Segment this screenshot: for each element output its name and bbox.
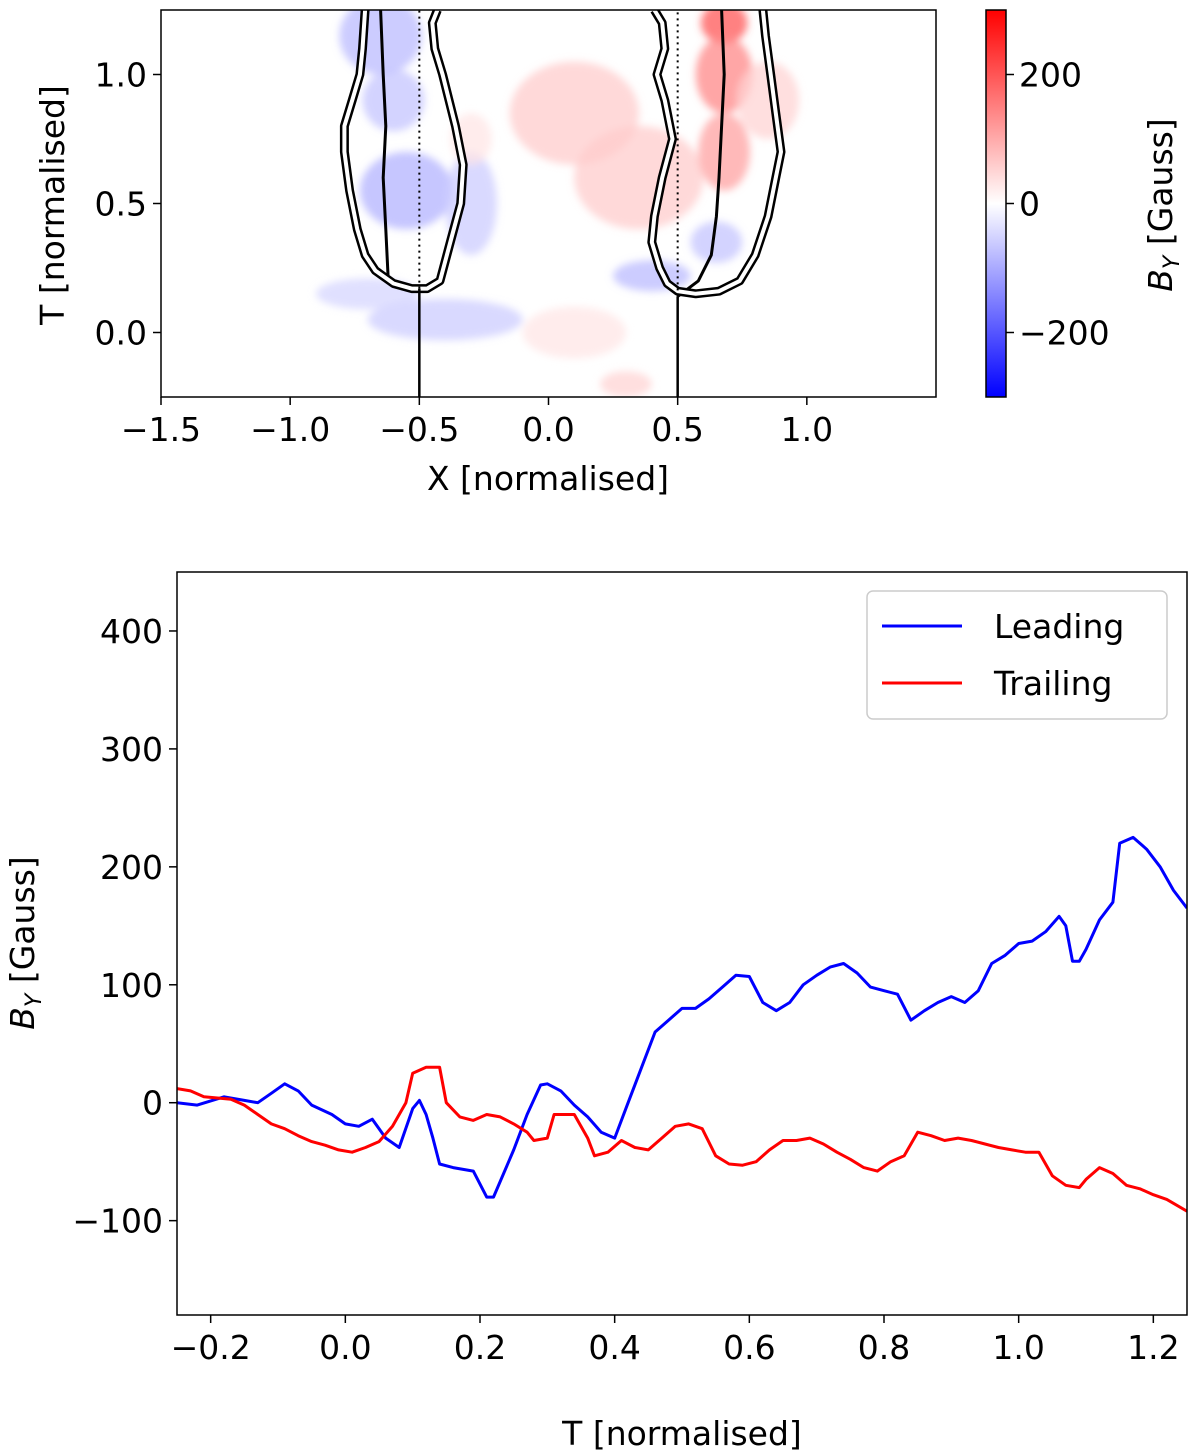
right-contour bbox=[649, 10, 783, 296]
line-y-tick-label: 400 bbox=[100, 612, 163, 651]
heatmap-y-label: T [normalised] bbox=[33, 85, 72, 326]
heatmap-x-tick-label: 0.5 bbox=[651, 410, 703, 449]
heatmap-feature-14 bbox=[737, 61, 800, 139]
heatmap-y-tick-label: 0.0 bbox=[95, 314, 147, 353]
line-y-label: BY [Gauss] bbox=[3, 856, 47, 1029]
line-y-tick-label: −100 bbox=[72, 1202, 163, 1241]
colorbar-ticks: −200 0 200 bbox=[1006, 56, 1110, 353]
heatmap-overlays bbox=[339, 10, 786, 397]
series-line-trailing bbox=[177, 1065, 1187, 1213]
heatmap-panel: −1.5 −1.0 −0.5 0.0 0.5 1.0 0.0 0.5 1.0 X [norma… bbox=[33, 9, 937, 498]
line-series-group bbox=[177, 835, 1187, 1213]
heatmap-x-label: X [normalised] bbox=[427, 459, 669, 498]
heatmap-feature-1 bbox=[362, 69, 425, 132]
heatmap-feature-2 bbox=[359, 151, 453, 230]
heatmap-x-tick-label: −1.5 bbox=[121, 410, 201, 449]
colorbar-tick-label: 200 bbox=[1019, 56, 1082, 95]
legend-label-trailing: Trailing bbox=[993, 664, 1112, 703]
line-x-tick-label: 0.8 bbox=[858, 1328, 910, 1367]
legend-box bbox=[866, 590, 1168, 720]
heatmap-field bbox=[316, 10, 800, 397]
heatmap-feature-11 bbox=[700, 10, 748, 44]
heatmap-feature-10 bbox=[574, 126, 704, 230]
line-chart-frame bbox=[176, 571, 1188, 1316]
heatmap-feature-4 bbox=[367, 298, 523, 341]
line-x-tick-label: 0.4 bbox=[588, 1328, 640, 1367]
heatmap-y-axis: 0.0 0.5 1.0 bbox=[95, 56, 161, 353]
colorbar-label: BY [Gauss] bbox=[1141, 118, 1185, 291]
line-y-axis: −100 0 100 200 300 400 bbox=[72, 612, 177, 1241]
line-x-tick-label: 1.0 bbox=[992, 1328, 1044, 1367]
heatmap-x-axis: −1.5 −1.0 −0.5 0.0 0.5 1.0 bbox=[121, 397, 833, 449]
line-x-tick-label: 0.2 bbox=[454, 1328, 506, 1367]
legend-label-leading: Leading bbox=[994, 607, 1124, 646]
heatmap-feature-13 bbox=[698, 113, 751, 191]
colorbar: −200 0 200 BY [Gauss] bbox=[985, 9, 1185, 398]
colorbar-tick-label: −200 bbox=[1019, 314, 1110, 353]
line-y-tick-label: 200 bbox=[100, 848, 163, 887]
line-y-tick-label: 100 bbox=[100, 966, 163, 1005]
line-chart-panel: −0.2 0.0 0.2 0.4 0.6 0.8 1.0 1.2 −100 0 100 200 300… bbox=[3, 571, 1188, 1453]
line-y-tick-label: 0 bbox=[142, 1084, 163, 1123]
colorbar-tick-label: 0 bbox=[1019, 185, 1040, 224]
right-centre-line bbox=[676, 10, 726, 298]
heatmap-x-tick-label: 1.0 bbox=[781, 410, 833, 449]
heatmap-y-tick-label: 0.5 bbox=[95, 185, 147, 224]
heatmap-feature-8 bbox=[690, 221, 743, 263]
line-x-label: T [normalised] bbox=[561, 1414, 802, 1453]
left-contour bbox=[342, 10, 466, 291]
line-x-axis: −0.2 0.0 0.2 0.4 0.6 0.8 1.0 1.2 bbox=[171, 1315, 1180, 1367]
line-x-tick-label: 0.6 bbox=[723, 1328, 775, 1367]
heatmap-feature-16 bbox=[522, 306, 626, 359]
line-x-tick-label: −0.2 bbox=[171, 1328, 251, 1367]
heatmap-feature-15 bbox=[600, 371, 652, 397]
line-x-tick-label: 1.2 bbox=[1127, 1328, 1179, 1367]
legend: Leading Trailing bbox=[866, 590, 1168, 720]
heatmap-y-tick-label: 1.0 bbox=[95, 56, 147, 95]
heatmap-x-tick-label: −0.5 bbox=[379, 410, 459, 449]
line-y-tick-label: 300 bbox=[100, 730, 163, 769]
line-x-tick-label: 0.0 bbox=[319, 1328, 371, 1367]
colorbar-gradient bbox=[985, 9, 1007, 398]
heatmap-x-tick-label: 0.0 bbox=[522, 410, 574, 449]
heatmap-x-tick-label: −1.0 bbox=[250, 410, 330, 449]
